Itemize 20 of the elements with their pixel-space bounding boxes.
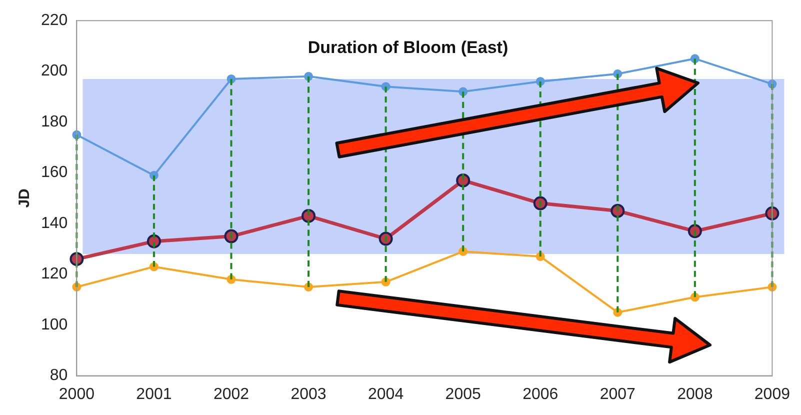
x-tick-label: 2000 <box>58 386 95 403</box>
y-tick-label: 140 <box>40 214 68 232</box>
x-tick-label: 2007 <box>600 386 636 403</box>
y-axis-title: JD <box>16 188 34 208</box>
x-tick-label: 2008 <box>677 386 713 403</box>
x-tick-label: 2002 <box>213 386 250 403</box>
y-tick-label: 220 <box>40 12 68 30</box>
x-tick-label: 2003 <box>290 386 326 403</box>
y-tick-label: 160 <box>40 164 68 182</box>
x-tick-label: 2009 <box>754 386 790 403</box>
y-tick-label: 180 <box>40 113 68 130</box>
text: Duration of Bloom (East) <box>306 38 510 58</box>
y-tick-label: 200 <box>40 62 68 80</box>
x-tick-label: 2004 <box>368 386 404 403</box>
y-tick-label: 120 <box>40 266 68 283</box>
x-tick-label: 2005 <box>445 386 481 403</box>
y-tick-label: 80 <box>50 367 68 384</box>
x-tick-label: 2006 <box>522 386 558 403</box>
y-tick-label: 100 <box>40 316 68 334</box>
x-tick-label: 2001 <box>136 386 172 403</box>
